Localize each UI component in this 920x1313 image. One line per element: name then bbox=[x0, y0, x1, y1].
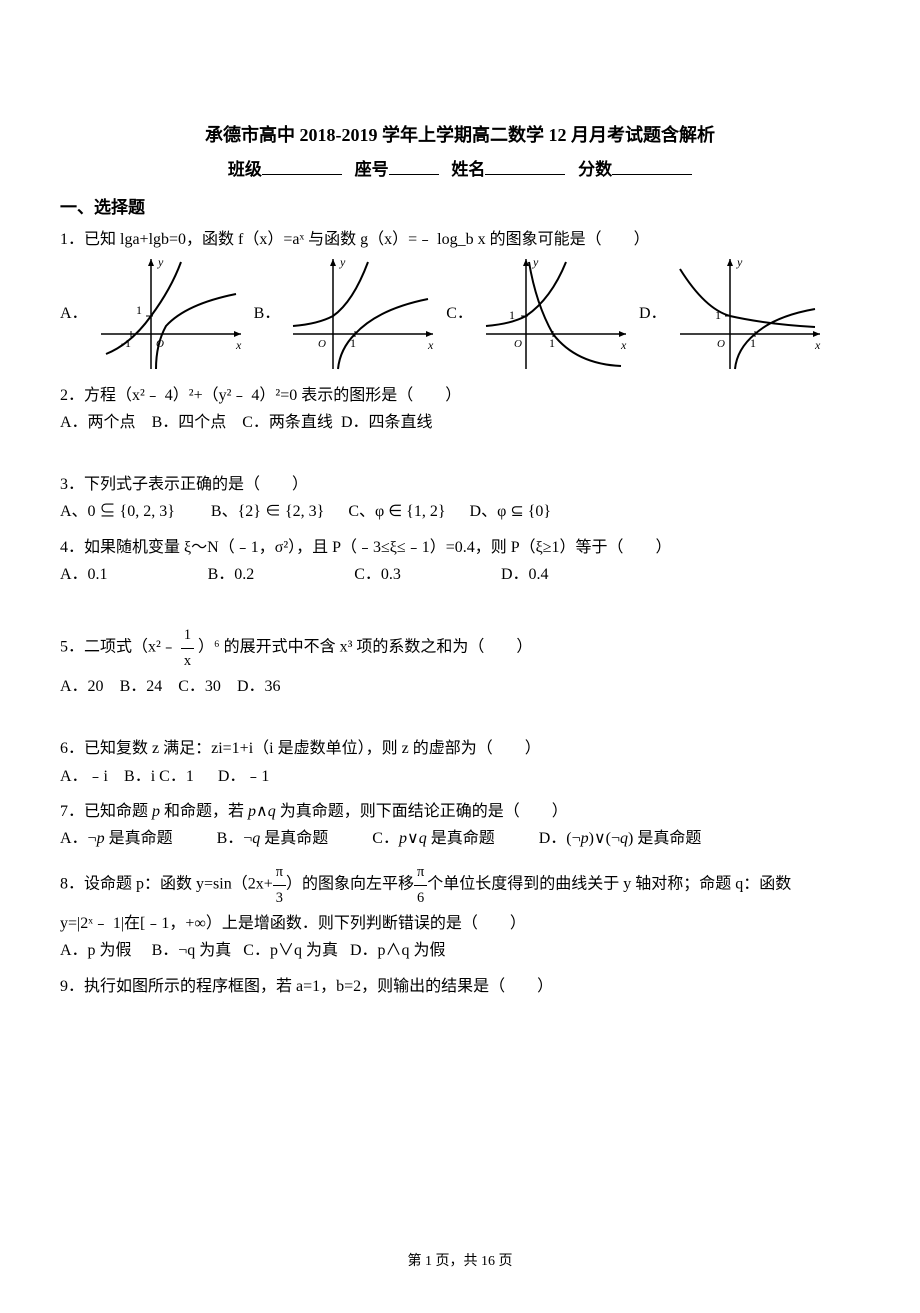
svg-text:1: 1 bbox=[136, 303, 142, 317]
svg-text:x: x bbox=[427, 338, 434, 352]
q8-stem-1: 8．设命题 p：函数 y=sin（2x+ bbox=[60, 876, 273, 893]
q8-opt-b: B．¬q 为真 bbox=[152, 942, 232, 959]
svg-text:y: y bbox=[736, 255, 743, 269]
q2-opt-d: D．四条直线 bbox=[341, 414, 433, 431]
q5-fraction: 1x bbox=[181, 623, 194, 673]
q7-stem: 7．已知命题 p 和命题，若 p∧q 为真命题，则下面结论正确的是（ ） bbox=[60, 798, 860, 825]
q8-stem-line2: y=|2ˣ﹣ 1|在[﹣1，+∞）上是增函数．则下列判断错误的是（ ） bbox=[60, 910, 860, 937]
question-9: 9．执行如图所示的程序框图，若 a=1，b=2，则输出的结果是（ ） bbox=[60, 973, 860, 1000]
svg-text:y: y bbox=[339, 255, 346, 269]
q6-opt-a: A．﹣i bbox=[60, 768, 108, 785]
exam-title: 承德市高中 2018-2019 学年上学期高二数学 12 月月考试题含解析 bbox=[60, 120, 860, 151]
q1-opt-a-label: A． bbox=[60, 300, 88, 327]
svg-text:x: x bbox=[814, 338, 821, 352]
q4-opt-a: A．0.1 bbox=[60, 561, 108, 588]
svg-text:O: O bbox=[318, 338, 326, 350]
q2-options: A．两个点 B．四个点 C．两条直线 D．四条直线 bbox=[60, 409, 860, 436]
class-blank bbox=[262, 157, 342, 175]
q1-opt-c-label: C． bbox=[446, 300, 473, 327]
score-blank bbox=[612, 157, 692, 175]
q8-frac1-num: π bbox=[273, 860, 286, 885]
svg-text:y: y bbox=[157, 255, 164, 269]
q8-stem-2: ）的图象向左平移 bbox=[286, 876, 414, 893]
q2-stem: 2．方程（x²﹣ 4）²+（y²﹣ 4）²=0 表示的图形是（ ） bbox=[60, 382, 860, 409]
page-footer: 第 1 页，共 16 页 bbox=[60, 1250, 860, 1274]
question-1: 1．已知 lga+lgb=0，函数 f（x）=aˣ 与函数 g（x）=﹣ log… bbox=[60, 226, 860, 373]
q4-opt-d: D．0.4 bbox=[501, 561, 549, 588]
q5-stem: 5．二项式（x²﹣ 1x ）⁶ 的展开式中不含 x³ 项的系数之和为（ ） bbox=[60, 623, 860, 673]
svg-text:x: x bbox=[235, 338, 242, 352]
q6-options: A．﹣i B．i C．1 D．﹣1 bbox=[60, 763, 860, 790]
q1-stem: 1．已知 lga+lgb=0，函数 f（x）=aˣ 与函数 g（x）=﹣ log… bbox=[60, 226, 860, 253]
q3-stem: 3．下列式子表示正确的是（ ） bbox=[60, 471, 860, 498]
question-4: 4．如果随机变量 ξ～N（﹣1，σ²），且 P（﹣3≤ξ≤﹣1）=0.4，则 P… bbox=[60, 534, 860, 588]
q1-graph-c: x y O 1 1 bbox=[481, 254, 631, 374]
question-6: 6．已知复数 z 满足：zi=1+i（i 是虚数单位），则 z 的虚部为（ ） … bbox=[60, 735, 860, 789]
name-blank bbox=[485, 157, 565, 175]
svg-text:x: x bbox=[620, 338, 627, 352]
q3-opt-d: D、φ ⊆ {0} bbox=[470, 503, 552, 520]
q5-opt-a: A．20 bbox=[60, 678, 104, 695]
q5-opt-b: B．24 bbox=[120, 678, 163, 695]
q1-opt-b-label: B． bbox=[254, 300, 281, 327]
question-2: 2．方程（x²﹣ 4）²+（y²﹣ 4）²=0 表示的图形是（ ） A．两个点 … bbox=[60, 382, 860, 436]
q6-opt-b: B．i bbox=[124, 768, 155, 785]
q8-options: A．p 为假 B．¬q 为真 C．p∨q 为真 D．p∧q 为假 bbox=[60, 937, 860, 964]
q6-opt-d: D．﹣1 bbox=[218, 768, 270, 785]
q2-opt-b: B．四个点 bbox=[152, 414, 227, 431]
q6-opt-c: C．1 bbox=[159, 768, 194, 785]
q3-opt-b: B、{2} ∈ {2, 3} bbox=[211, 503, 324, 520]
q1-options: A． x y O 1 -1 B． x y O 1 bbox=[60, 254, 860, 374]
question-3: 3．下列式子表示正确的是（ ） A、0 ⊆ {0, 2, 3} B、{2} ∈ … bbox=[60, 471, 860, 525]
q4-options: A．0.1 B．0.2 C．0.3 D．0.4 bbox=[60, 561, 860, 588]
q8-frac2-den: 6 bbox=[414, 886, 427, 910]
student-info-line: 班级 座号 姓名 分数 bbox=[60, 156, 860, 185]
class-label: 班级 bbox=[228, 160, 262, 179]
q8-stem-line1: 8．设命题 p：函数 y=sin（2x+π3）的图象向左平移π6个单位长度得到的… bbox=[60, 860, 860, 910]
svg-text:y: y bbox=[532, 255, 539, 269]
seat-label: 座号 bbox=[355, 160, 389, 179]
score-label: 分数 bbox=[578, 160, 612, 179]
seat-blank bbox=[389, 157, 439, 175]
section-1-header: 一、选择题 bbox=[60, 194, 860, 223]
q9-stem: 9．执行如图所示的程序框图，若 a=1，b=2，则输出的结果是（ ） bbox=[60, 973, 860, 1000]
q2-opt-c: C．两条直线 bbox=[242, 414, 333, 431]
question-7: 7．已知命题 p 和命题，若 p∧q 为真命题，则下面结论正确的是（ ） A．¬… bbox=[60, 798, 860, 852]
q1-opt-d-label: D． bbox=[639, 300, 667, 327]
q7-options: A．¬p 是真命题 B．¬q 是真命题 C．p∨q 是真命题 D．(¬p)∨(¬… bbox=[60, 825, 860, 852]
q3-opt-c: C、φ ∈ {1, 2} bbox=[348, 503, 445, 520]
svg-text:O: O bbox=[717, 338, 725, 350]
q5-opt-c: C．30 bbox=[178, 678, 221, 695]
q5-options: A．20 B．24 C．30 D．36 bbox=[60, 673, 860, 700]
q8-opt-a: A．p 为假 bbox=[60, 942, 132, 959]
q3-opt-a: A、0 ⊆ {0, 2, 3} bbox=[60, 503, 175, 520]
q5-stem-post: ）⁶ 的展开式中不含 x³ 项的系数之和为（ ） bbox=[198, 639, 532, 656]
question-8: 8．设命题 p：函数 y=sin（2x+π3）的图象向左平移π6个单位长度得到的… bbox=[60, 860, 860, 964]
q1-graph-a: x y O 1 -1 bbox=[96, 254, 246, 374]
q5-frac-num: 1 bbox=[181, 623, 194, 648]
q6-stem: 6．已知复数 z 满足：zi=1+i（i 是虚数单位），则 z 的虚部为（ ） bbox=[60, 735, 860, 762]
svg-text:1: 1 bbox=[549, 336, 555, 350]
q5-opt-d: D．36 bbox=[237, 678, 281, 695]
q8-opt-d: D．p∧q 为假 bbox=[350, 942, 446, 959]
q4-stem: 4．如果随机变量 ξ～N（﹣1，σ²），且 P（﹣3≤ξ≤﹣1）=0.4，则 P… bbox=[60, 534, 860, 561]
q5-stem-pre: 5．二项式（x²﹣ bbox=[60, 639, 177, 656]
q4-opt-c: C．0.3 bbox=[354, 561, 401, 588]
q1-graph-d: x y O 1 1 bbox=[675, 254, 825, 374]
q8-opt-c: C．p∨q 为真 bbox=[243, 942, 338, 959]
q5-frac-den: x bbox=[181, 649, 194, 673]
q4-opt-b: B．0.2 bbox=[208, 561, 255, 588]
q8-frac2-num: π bbox=[414, 860, 427, 885]
q1-graph-b: x y O 1 bbox=[288, 254, 438, 374]
q8-frac2: π6 bbox=[414, 860, 427, 910]
q8-frac1-den: 3 bbox=[273, 886, 286, 910]
q2-opt-a: A．两个点 bbox=[60, 414, 136, 431]
svg-text:O: O bbox=[514, 338, 522, 350]
q8-stem-3: 个单位长度得到的曲线关于 y 轴对称；命题 q：函数 bbox=[427, 876, 791, 893]
question-5: 5．二项式（x²﹣ 1x ）⁶ 的展开式中不含 x³ 项的系数之和为（ ） A．… bbox=[60, 623, 860, 700]
q3-options: A、0 ⊆ {0, 2, 3} B、{2} ∈ {2, 3} C、φ ∈ {1,… bbox=[60, 498, 860, 525]
q8-frac1: π3 bbox=[273, 860, 286, 910]
name-label: 姓名 bbox=[451, 160, 485, 179]
